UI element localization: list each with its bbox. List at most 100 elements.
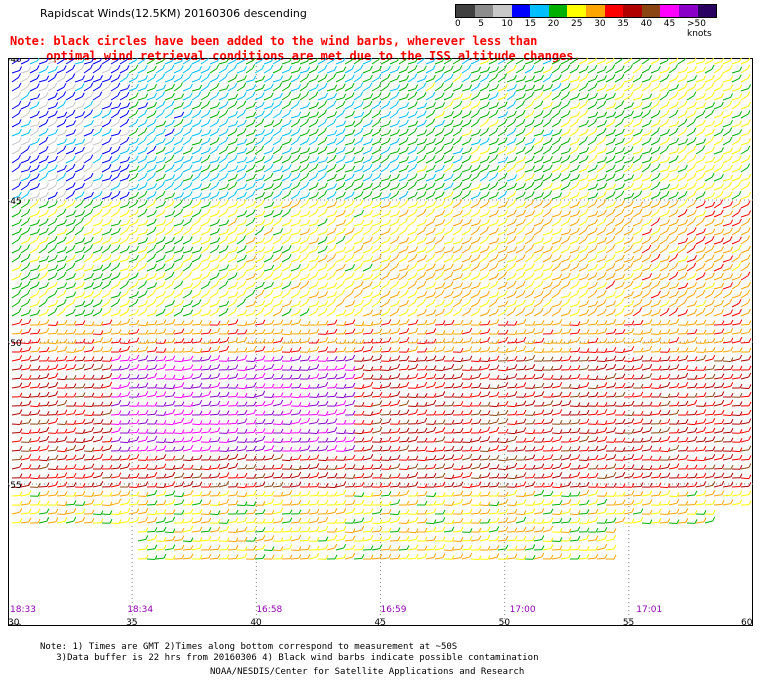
wind-barb-flag xyxy=(288,281,292,286)
wind-barb-flag xyxy=(45,101,49,106)
wind-barb-flag xyxy=(424,138,428,143)
wind-barb xyxy=(56,69,65,74)
wind-barb xyxy=(344,195,353,200)
wind-barb xyxy=(596,177,605,182)
wind-barb-flag xyxy=(252,119,256,124)
wind-barb xyxy=(290,131,299,137)
wind-barb xyxy=(218,268,227,272)
wind-barb xyxy=(65,142,74,146)
wind-barb-flag xyxy=(621,190,625,195)
wind-barb-flag xyxy=(685,66,689,72)
wind-barb xyxy=(569,231,578,236)
wind-barb xyxy=(110,122,119,128)
wind-barb-flag xyxy=(351,110,355,116)
wind-barb-flag xyxy=(126,226,130,231)
wind-barb-flag xyxy=(307,321,311,326)
wind-barb xyxy=(47,204,56,209)
wind-barb xyxy=(56,259,65,263)
wind-barb-flag xyxy=(567,263,571,268)
wind-barb xyxy=(587,222,596,227)
wind-barb-flag xyxy=(702,217,706,222)
wind-barb xyxy=(92,131,101,137)
wind-barb-flag xyxy=(297,100,301,105)
wind-barb xyxy=(578,123,587,128)
wind-barb-flag xyxy=(117,244,121,250)
wind-barb xyxy=(542,302,550,308)
wind-barb xyxy=(38,104,47,110)
wind-barb-flag xyxy=(477,100,481,106)
wind-barb xyxy=(20,212,29,218)
wind-barb-flag xyxy=(306,155,310,161)
wind-barb xyxy=(407,124,416,128)
wind-barb-flag xyxy=(235,319,239,324)
wind-barb xyxy=(47,140,56,146)
wind-barb-flag xyxy=(91,75,95,80)
wind-barb-flag xyxy=(252,236,256,242)
wind-barb xyxy=(677,186,686,191)
wind-barb xyxy=(515,122,524,128)
wind-barb-flag xyxy=(450,155,454,161)
wind-barb xyxy=(299,167,308,173)
wind-barb xyxy=(578,140,586,146)
wind-barb xyxy=(569,204,578,209)
wind-barb xyxy=(605,221,614,227)
wind-barb xyxy=(695,214,704,218)
wind-barb-flag xyxy=(396,244,400,250)
wind-barb-flag xyxy=(568,309,572,314)
wind-barb-flag xyxy=(243,199,247,205)
wind-barb-flag xyxy=(82,300,86,306)
wind-barb-flag xyxy=(595,319,599,325)
wind-barb-flag xyxy=(432,244,436,250)
wind-barb-flag xyxy=(316,147,319,152)
wind-barb-flag xyxy=(747,110,751,115)
wind-barb xyxy=(20,221,28,227)
wind-barb xyxy=(479,213,488,218)
wind-barb xyxy=(470,240,479,245)
wind-barb-flag xyxy=(603,136,607,141)
wind-barb-flag xyxy=(649,147,653,152)
wind-barb xyxy=(731,240,740,245)
wind-barb-flag xyxy=(495,127,499,133)
wind-barb-flag xyxy=(289,75,293,80)
wind-barb xyxy=(317,113,325,119)
wind-barb-flag xyxy=(72,64,76,69)
wind-barb-flag xyxy=(324,245,328,251)
wind-barb-flag xyxy=(18,235,22,240)
wind-barb xyxy=(290,122,299,128)
wind-barb xyxy=(83,167,91,173)
legend-color-bar xyxy=(455,4,717,18)
wind-barb-flag xyxy=(108,128,112,133)
wind-barb xyxy=(164,68,173,74)
wind-barb-flag xyxy=(135,199,139,205)
wind-barb-flag xyxy=(513,262,517,267)
wind-barb-flag xyxy=(289,137,292,143)
wind-barb-flag xyxy=(441,308,445,314)
wind-barb-flag xyxy=(253,75,257,81)
wind-barb-flag xyxy=(307,58,310,62)
wind-barb-flag xyxy=(549,236,553,242)
wind-barb xyxy=(668,230,677,236)
wind-barb xyxy=(713,105,722,110)
wind-barb-flag xyxy=(342,100,346,106)
wind-barb-flag xyxy=(387,73,391,79)
wind-barb-flag xyxy=(27,298,31,304)
wind-barb-flag xyxy=(378,100,382,106)
wind-barb-flag xyxy=(684,227,688,232)
wind-barb xyxy=(128,159,137,164)
wind-barb-flag xyxy=(621,118,625,123)
wind-barb xyxy=(560,195,569,200)
wind-barb-flag xyxy=(657,181,661,187)
wind-barb-flag xyxy=(513,227,517,233)
wind-barb xyxy=(344,239,352,245)
wind-barb-flag xyxy=(297,199,301,205)
wind-barb xyxy=(659,87,668,92)
wind-barb-flag xyxy=(720,119,724,124)
wind-barb xyxy=(56,104,64,110)
wind-barb-flag xyxy=(46,255,50,260)
wind-barb-flag xyxy=(712,120,716,125)
wind-barb xyxy=(308,167,317,173)
wind-barb xyxy=(83,185,92,191)
wind-barb xyxy=(74,142,83,146)
wind-barb-flag xyxy=(522,110,526,115)
wind-barb xyxy=(101,248,109,254)
